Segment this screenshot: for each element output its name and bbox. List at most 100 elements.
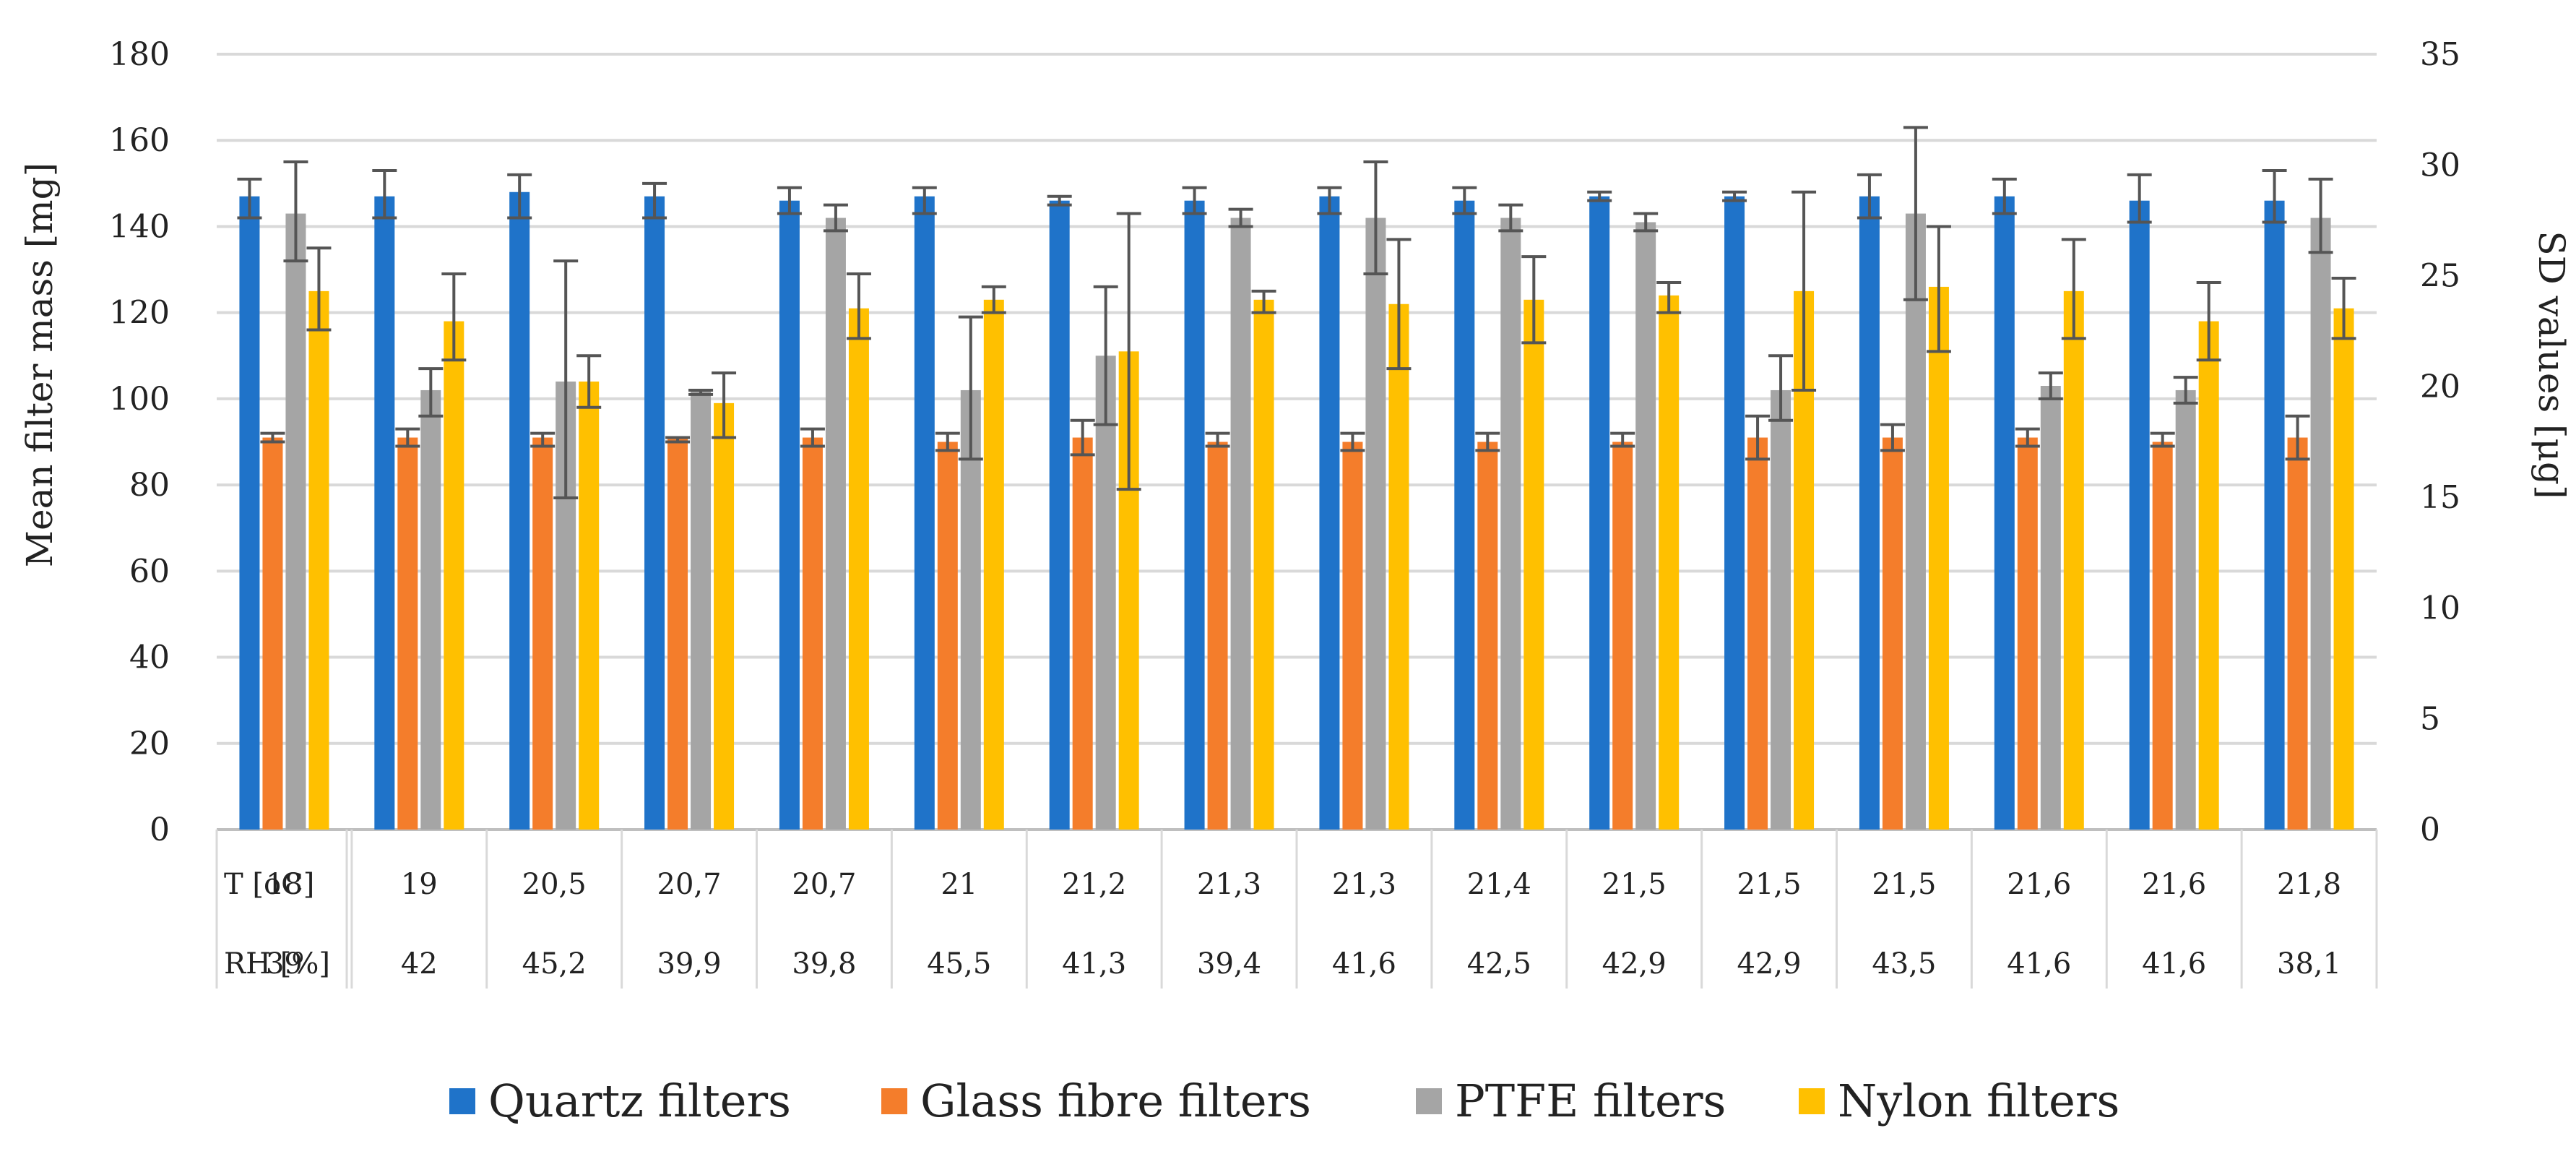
temperature-label: 21 bbox=[941, 868, 977, 901]
bar bbox=[2063, 290, 2084, 830]
bar bbox=[1477, 442, 1498, 830]
bar bbox=[2264, 200, 2285, 830]
humidity-label: 39,9 bbox=[657, 947, 722, 981]
y-tick-label: 40 bbox=[129, 640, 170, 676]
bar bbox=[1994, 196, 2015, 830]
bar bbox=[825, 218, 846, 830]
bar bbox=[2040, 386, 2061, 830]
temperature-label: 21,2 bbox=[1062, 868, 1126, 901]
y2-tick-label: 0 bbox=[2420, 811, 2440, 848]
y-tick-label: 120 bbox=[109, 295, 170, 332]
bar bbox=[262, 437, 283, 830]
bar bbox=[2198, 321, 2219, 830]
row-labels: T [oC] RH [%] bbox=[224, 868, 330, 981]
y-tick-label: 0 bbox=[150, 811, 170, 848]
y2-tick-label: 20 bbox=[2420, 369, 2460, 405]
y-axis-title: Mean filter mass [mg] bbox=[19, 163, 61, 567]
y2-axis-ticks: 0 5 10 15 20 25 30 35 bbox=[2420, 36, 2460, 848]
bar bbox=[644, 196, 665, 830]
bar bbox=[1230, 218, 1251, 830]
legend-swatch bbox=[1416, 1088, 1442, 1114]
gridlines bbox=[217, 53, 2377, 831]
humidity-label: 42,5 bbox=[1467, 947, 1531, 981]
bar-series bbox=[239, 191, 2354, 830]
bar bbox=[397, 437, 418, 830]
temperature-label: 21,5 bbox=[1872, 868, 1936, 901]
y-tick-label: 160 bbox=[109, 122, 170, 159]
bar bbox=[2152, 442, 2173, 830]
humidity-label: 45,2 bbox=[522, 947, 587, 981]
humidity-label: 39,4 bbox=[1197, 947, 1261, 981]
bar bbox=[420, 389, 441, 830]
bar bbox=[848, 308, 869, 830]
legend-swatch bbox=[449, 1088, 475, 1114]
category-labels: 18 39 19 42 20,5 45,2 20,7 39,9 20,7 39,8 21 45,5 21… bbox=[266, 868, 2341, 981]
y-tick-label: 180 bbox=[109, 36, 170, 73]
humidity-label: 45,5 bbox=[927, 947, 991, 981]
temperature-label: 21,8 bbox=[2277, 868, 2341, 901]
bar bbox=[239, 196, 260, 830]
bar bbox=[1859, 196, 1880, 830]
y-tick-label: 20 bbox=[129, 725, 170, 762]
bar bbox=[1747, 437, 1768, 830]
error-bars bbox=[237, 126, 2356, 499]
humidity-label: 42,9 bbox=[1602, 947, 1667, 981]
bar bbox=[1500, 218, 1521, 830]
humidity-label: 43,5 bbox=[1872, 947, 1936, 981]
humidity-label: 42,9 bbox=[1737, 947, 1802, 981]
bar bbox=[1253, 299, 1274, 830]
temperature-label: 21,6 bbox=[2142, 868, 2206, 901]
legend-label: PTFE filters bbox=[1455, 1075, 1726, 1127]
y2-tick-label: 10 bbox=[2420, 590, 2460, 626]
bar bbox=[1905, 213, 1926, 830]
bar bbox=[1365, 218, 1386, 830]
bar bbox=[960, 389, 981, 830]
humidity-label: 42 bbox=[401, 947, 438, 981]
bar bbox=[1771, 389, 1791, 830]
category-table bbox=[215, 830, 2378, 989]
bar bbox=[1454, 200, 1475, 830]
bar bbox=[285, 213, 306, 830]
y2-tick-label: 35 bbox=[2420, 36, 2460, 73]
bar bbox=[2175, 389, 2196, 830]
legend: Quartz filters Glass fibre filters PTFE fi… bbox=[449, 1075, 2119, 1127]
bar bbox=[1072, 437, 1093, 830]
bar bbox=[1184, 200, 1205, 830]
y-tick-label: 60 bbox=[129, 553, 170, 590]
bar bbox=[1589, 196, 1610, 830]
legend-label: Glass fibre filters bbox=[920, 1075, 1311, 1127]
bar bbox=[1207, 442, 1228, 830]
bar bbox=[691, 389, 712, 830]
bar bbox=[532, 437, 553, 830]
bar bbox=[2333, 308, 2354, 830]
humidity-label: 41,6 bbox=[1332, 947, 1396, 981]
y-axis-ticks: 0 20 40 60 80 100 120 140 160 180 bbox=[109, 36, 170, 848]
y2-tick-label: 30 bbox=[2420, 147, 2460, 184]
legend-label: Nylon filters bbox=[1838, 1075, 2119, 1127]
temperature-label: 20,7 bbox=[792, 868, 856, 901]
y-tick-label: 140 bbox=[109, 208, 170, 245]
bar bbox=[1523, 299, 1544, 830]
temperature-label: 20,7 bbox=[657, 868, 722, 901]
bar bbox=[1882, 437, 1903, 830]
y2-tick-label: 25 bbox=[2420, 258, 2460, 295]
bar bbox=[714, 402, 735, 830]
temperature-label: 18 bbox=[266, 868, 303, 901]
humidity-label: 39 bbox=[266, 947, 303, 981]
temperature-label: 21,5 bbox=[1737, 868, 1802, 901]
humidity-label: 41,3 bbox=[1062, 947, 1126, 981]
temperature-label: 19 bbox=[401, 868, 438, 901]
bar bbox=[1612, 442, 1633, 830]
humidity-label: 39,8 bbox=[792, 947, 856, 981]
humidity-label: 38,1 bbox=[2277, 947, 2341, 981]
legend-swatch bbox=[1799, 1088, 1825, 1114]
bar bbox=[667, 437, 688, 830]
bar bbox=[1659, 295, 1680, 830]
bar bbox=[937, 442, 958, 830]
row-label-humidity: RH [%] bbox=[224, 947, 330, 981]
y2-tick-label: 15 bbox=[2420, 479, 2460, 516]
temperature-label: 21,3 bbox=[1197, 868, 1261, 901]
bar bbox=[802, 437, 823, 830]
bar bbox=[1388, 303, 1409, 830]
